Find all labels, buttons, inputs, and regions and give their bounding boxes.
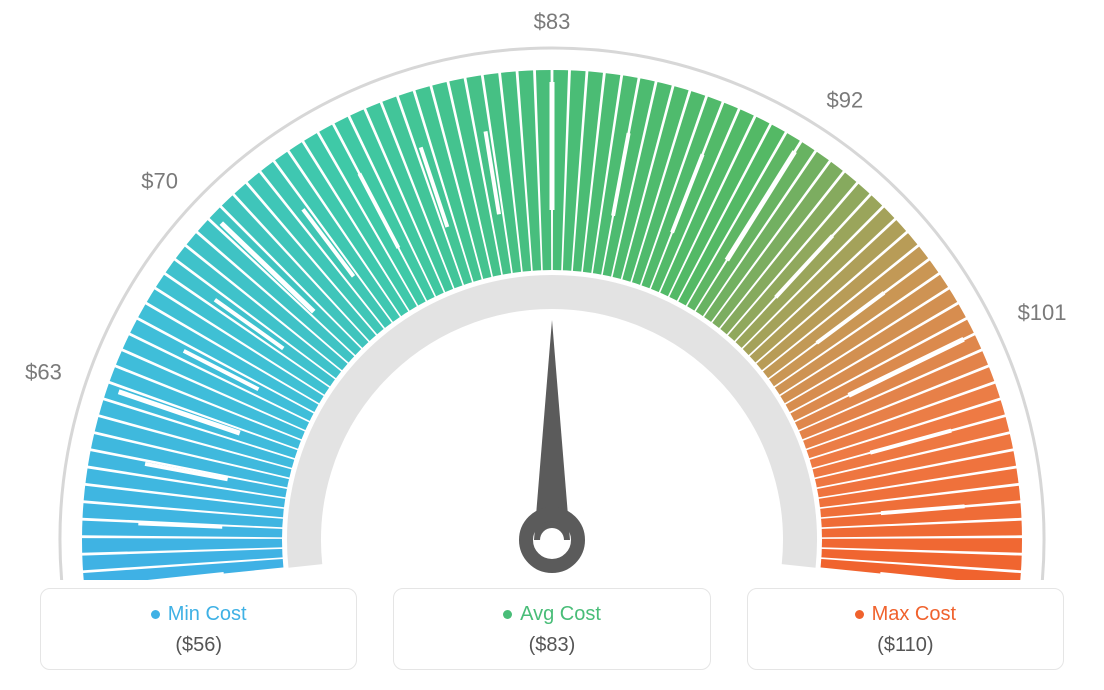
gauge-svg: $56$63$70$83$92$101$110 <box>0 0 1104 580</box>
legend-row: Min Cost ($56) Avg Cost ($83) Max Cost (… <box>0 588 1104 670</box>
max-cost-value: ($110) <box>758 634 1053 657</box>
max-cost-dot-icon <box>855 610 864 619</box>
min-cost-card: Min Cost ($56) <box>40 588 357 670</box>
gauge-needle <box>526 320 578 566</box>
max-cost-card: Max Cost ($110) <box>747 588 1064 670</box>
min-cost-title: Min Cost <box>151 603 247 626</box>
min-cost-value: ($56) <box>51 634 346 657</box>
cost-gauge-widget: $56$63$70$83$92$101$110 Min Cost ($56) A… <box>0 0 1104 690</box>
svg-text:$83: $83 <box>534 9 571 34</box>
svg-text:$101: $101 <box>1018 300 1067 325</box>
avg-cost-value: ($83) <box>404 634 699 657</box>
avg-cost-card: Avg Cost ($83) <box>393 588 710 670</box>
min-cost-dot-icon <box>151 610 160 619</box>
svg-text:$63: $63 <box>25 359 62 384</box>
svg-text:$92: $92 <box>826 88 863 113</box>
avg-cost-dot-icon <box>503 610 512 619</box>
min-cost-label: Min Cost <box>168 603 247 626</box>
avg-cost-title: Avg Cost <box>503 603 601 626</box>
max-cost-label: Max Cost <box>872 603 956 626</box>
max-cost-title: Max Cost <box>855 603 956 626</box>
gauge-chart: $56$63$70$83$92$101$110 <box>0 0 1104 570</box>
avg-cost-label: Avg Cost <box>520 603 601 626</box>
svg-text:$70: $70 <box>141 169 178 194</box>
